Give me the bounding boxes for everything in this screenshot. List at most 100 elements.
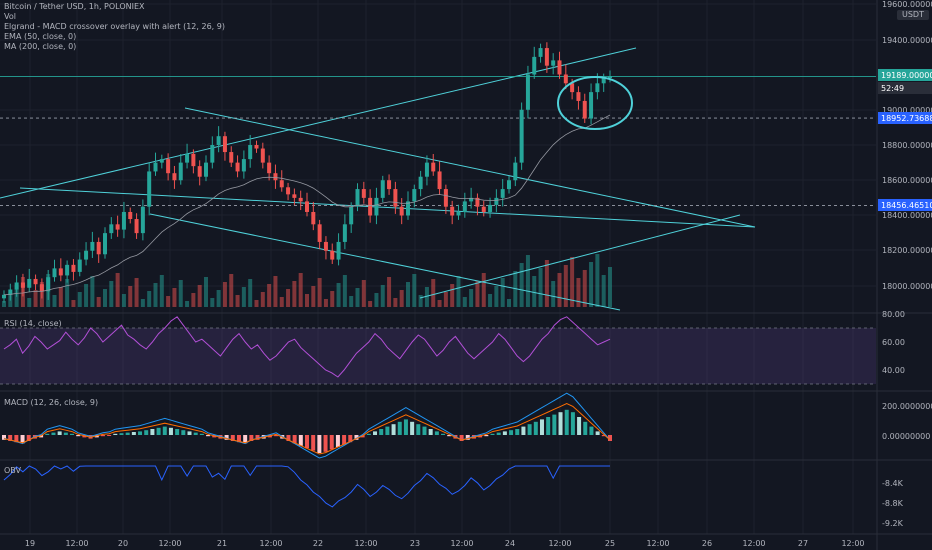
volume-bar xyxy=(601,275,606,307)
volume-bar xyxy=(204,277,208,307)
volume-bar xyxy=(589,262,594,307)
obv-title[interactable]: OBV xyxy=(4,466,22,475)
time-tick-label: 12:00 xyxy=(841,539,864,548)
time-tick-label: 19 xyxy=(25,539,35,548)
volume-bar xyxy=(355,288,360,307)
drawn-circle[interactable] xyxy=(557,76,633,130)
volume-bar xyxy=(121,294,126,307)
price-tick-label: 18200.00000000 xyxy=(882,246,932,255)
macd-hist-bar xyxy=(187,431,192,435)
trend-lines[interactable] xyxy=(0,47,876,311)
volume-bar xyxy=(500,278,505,307)
price-tag-label: 18952.73688182 xyxy=(881,114,932,123)
candle-body xyxy=(128,211,133,220)
macd-hist-bar xyxy=(496,432,501,435)
volume-bar xyxy=(229,274,234,307)
candle-body xyxy=(576,92,581,101)
macd-hist-bar xyxy=(255,435,260,440)
candle-body xyxy=(235,162,240,172)
volume-bar xyxy=(33,290,38,307)
volume-bar xyxy=(387,277,392,307)
macd-hist-bar xyxy=(484,435,489,437)
candle-body xyxy=(134,219,139,234)
candle-body xyxy=(532,56,537,75)
candle-body xyxy=(172,173,177,181)
volume-bar xyxy=(462,297,467,307)
candle-body xyxy=(551,60,556,66)
macd-hist-bar xyxy=(298,435,303,446)
time-tick-label: 23 xyxy=(410,539,420,548)
time-tick-label: 12:00 xyxy=(259,539,282,548)
rsi-title[interactable]: RSI (14, close) xyxy=(4,319,62,328)
ema-label[interactable]: EMA (50, close, 0) xyxy=(4,32,77,41)
trend-line xyxy=(184,107,756,228)
volume-bar xyxy=(197,285,202,307)
candle-body xyxy=(121,211,126,230)
time-tick-label: 12:00 xyxy=(158,539,181,548)
macd-hist-bar xyxy=(100,435,105,437)
volume-bar xyxy=(147,291,152,307)
volume-bar xyxy=(311,286,316,307)
macd-hist-bar xyxy=(564,409,569,435)
price-tick-label: 18600.00000000 xyxy=(882,176,932,185)
symbol-title[interactable]: Bitcoin / Tether USD, 1h, POLONIEX xyxy=(4,2,145,11)
macd-hist-bar xyxy=(150,429,155,435)
macd-hist-bar xyxy=(168,427,173,435)
candle-body xyxy=(563,74,568,84)
macd-hist-bar xyxy=(490,433,495,435)
macd-hist-bar xyxy=(162,426,167,435)
macd-hist-bar xyxy=(595,431,600,435)
volume-bar xyxy=(248,279,253,307)
candle-body xyxy=(210,145,215,163)
volume-bar xyxy=(109,281,114,307)
macd-overlay-label[interactable]: Elgrand - MACD crossover overlay with al… xyxy=(4,22,225,31)
volume-bar xyxy=(153,283,158,307)
candle-body xyxy=(178,162,183,181)
macd-hist-bar xyxy=(552,414,557,435)
price-tick-label: 19000.00000000 xyxy=(882,106,932,115)
macd-hist-bar xyxy=(385,426,390,435)
volume-bar xyxy=(298,273,303,307)
candle-body xyxy=(65,264,70,276)
volume-bar xyxy=(532,276,537,307)
candle-body xyxy=(488,204,493,212)
candle-body xyxy=(456,211,461,216)
volume-bar xyxy=(77,292,82,307)
macd-hist-bar xyxy=(342,435,347,445)
candle-body xyxy=(298,197,303,202)
macd-hist-bar xyxy=(589,426,594,435)
macd-hist-bar xyxy=(608,435,612,441)
volume-bar xyxy=(128,286,133,307)
candle-body xyxy=(481,206,486,212)
vol-label[interactable]: Vol xyxy=(4,12,16,21)
ma-label[interactable]: MA (200, close, 0) xyxy=(4,42,77,51)
macd-hist-bar xyxy=(397,421,402,435)
price-tick-label: 19400.00000000 xyxy=(882,36,932,45)
volume-bar xyxy=(450,284,455,307)
macd-title[interactable]: MACD (12, 26, close, 9) xyxy=(4,398,99,407)
macd-hist-bar xyxy=(286,435,291,441)
volume-bar xyxy=(418,295,423,307)
currency-badge[interactable]: USDT xyxy=(897,10,929,20)
volume-bar xyxy=(431,279,436,307)
volume-bar xyxy=(90,276,95,307)
candle-body xyxy=(418,176,423,190)
candle-body xyxy=(279,180,284,188)
candle-body xyxy=(71,264,76,272)
rsi-pane: 80.00 60.00 40.00 xyxy=(0,310,905,385)
candle-body xyxy=(185,153,190,163)
candle-body xyxy=(267,162,272,174)
macd-hist-bar xyxy=(144,430,149,435)
volume-bar xyxy=(330,291,335,307)
macd-hist-bar xyxy=(2,435,6,440)
volume-bar xyxy=(216,290,221,307)
volume-bar xyxy=(595,254,600,307)
candle-body xyxy=(260,148,265,163)
macd-hist-bar xyxy=(311,435,316,451)
volume-bar xyxy=(424,287,429,307)
volume-bar xyxy=(292,281,297,307)
macd-hist-bar xyxy=(558,412,563,435)
candle-body xyxy=(305,201,309,212)
candle-body xyxy=(58,268,63,276)
